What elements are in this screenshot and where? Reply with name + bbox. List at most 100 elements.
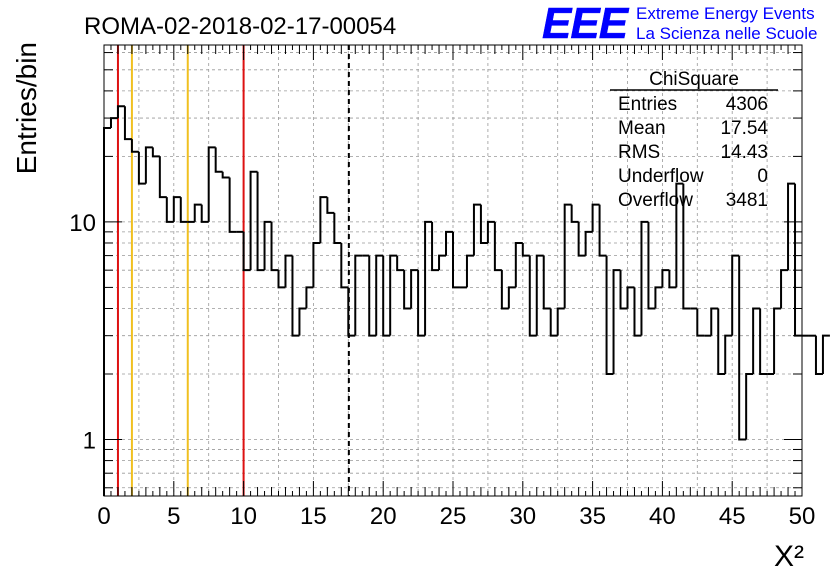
histogram-bin [647, 221, 656, 310]
histogram-bin [570, 204, 579, 223]
y-tick-label: 10 [69, 210, 96, 237]
stats-label: Overflow [618, 190, 693, 211]
histogram-bin [472, 203, 481, 256]
histogram-bin [305, 286, 314, 309]
histogram-layer [103, 105, 830, 496]
y-tick-label: 1 [83, 428, 96, 455]
histogram-bin [298, 307, 307, 336]
histogram-bin [717, 308, 726, 375]
histogram-bin [661, 269, 670, 288]
histogram-bin [130, 139, 139, 153]
stats-rows: Entries 4306 Mean 17.54 RMS 14.43 Underflow 0 Ov… [618, 94, 768, 211]
histogram-bin [214, 147, 223, 173]
histogram-bin [137, 151, 146, 185]
x-tick-label: 45 [719, 503, 746, 530]
histogram-bin [242, 231, 251, 272]
histogram-bin [256, 171, 265, 272]
histogram-bin [696, 308, 705, 337]
histogram-bin [326, 197, 335, 214]
histogram-bin [626, 286, 635, 309]
histogram-bin [158, 156, 167, 199]
histogram-bin [445, 230, 453, 256]
histogram-bin [116, 105, 125, 119]
histogram-bin [270, 221, 279, 272]
histogram-bin [577, 221, 586, 257]
histogram-bin [228, 177, 237, 233]
histogram-bin [549, 308, 558, 337]
histogram-bin [207, 146, 216, 222]
histogram-bin [284, 254, 293, 288]
x-tick-label: 5 [167, 503, 180, 530]
histogram-bin [403, 270, 412, 310]
histogram-bin [542, 255, 551, 310]
stats-value: 14.43 [720, 142, 768, 163]
histogram-bin [535, 254, 544, 336]
stats-value: 4306 [726, 94, 768, 115]
x-tick-label: 15 [300, 503, 327, 530]
x-tick-label: 30 [509, 503, 536, 530]
x-tick-label: 50 [789, 503, 816, 530]
histogram-bin [424, 220, 433, 336]
histogram-bin [249, 170, 258, 271]
stats-label: Mean [618, 118, 666, 139]
histogram-bin [780, 269, 789, 309]
histogram-bin [431, 221, 440, 272]
stats-label: Entries [618, 94, 677, 115]
histogram-bin [368, 255, 377, 337]
histogram-bin [389, 254, 398, 336]
eee-logo: EEE Extreme Energy Events La Scienza nel… [542, 0, 818, 48]
histogram-bin [144, 146, 153, 184]
tick-layer [103, 45, 803, 496]
x-tick-label: 10 [230, 503, 257, 530]
histogram-bin [479, 204, 488, 244]
histogram-bin [486, 220, 495, 243]
histogram-bin [500, 270, 509, 310]
stats-box-title: ChiSquare [649, 69, 739, 90]
histogram-bin [675, 182, 684, 288]
histogram-bin [103, 127, 111, 496]
histogram-bin [619, 270, 628, 310]
stats-value: 17.54 [720, 118, 768, 139]
histogram-bin [773, 307, 782, 374]
stats-label: Underflow [618, 166, 704, 187]
histogram-bin [556, 307, 565, 336]
histogram-bin [438, 254, 447, 271]
stats-value: 0 [757, 166, 768, 187]
x-tick-label: 20 [370, 503, 397, 530]
histogram-bin [123, 106, 132, 141]
stats-label: RMS [618, 142, 660, 163]
histogram-bin [507, 286, 516, 309]
histogram-bin [640, 220, 649, 336]
histogram-bin [340, 242, 349, 289]
histogram-bin [605, 255, 614, 375]
histogram-bin [193, 203, 202, 222]
histogram-bin [612, 269, 621, 374]
histogram-bin [396, 255, 405, 272]
histogram-bin [814, 335, 823, 375]
histogram-bin [493, 221, 502, 272]
histogram-bin [375, 254, 384, 336]
histogram-bin [221, 171, 230, 179]
histogram-bin [710, 307, 719, 336]
histogram-bin [452, 231, 460, 289]
histogram-bin [598, 204, 607, 257]
histogram-bin [312, 241, 321, 288]
x-tick-label: 0 [97, 503, 110, 530]
histogram-bin [165, 197, 174, 223]
stats-box: ChiSquare Entries 4306 Mean 17.54 RMS 14.43 Un… [610, 69, 778, 211]
histogram-bin [465, 254, 474, 288]
x-tick-label: 25 [440, 503, 467, 530]
histogram-bin [382, 255, 391, 337]
histogram-bin [633, 287, 642, 337]
y-axis-label: Entries/bin [11, 42, 42, 174]
histogram-bin [277, 270, 286, 289]
histogram-bin [109, 117, 118, 129]
x-tick-label: 35 [579, 503, 606, 530]
histogram-bin [821, 334, 830, 374]
histogram-bin [528, 255, 537, 337]
histogram-bin [738, 255, 747, 441]
histogram-bin [591, 203, 600, 232]
histogram-bin [514, 241, 523, 288]
histogram-bin [682, 183, 691, 310]
